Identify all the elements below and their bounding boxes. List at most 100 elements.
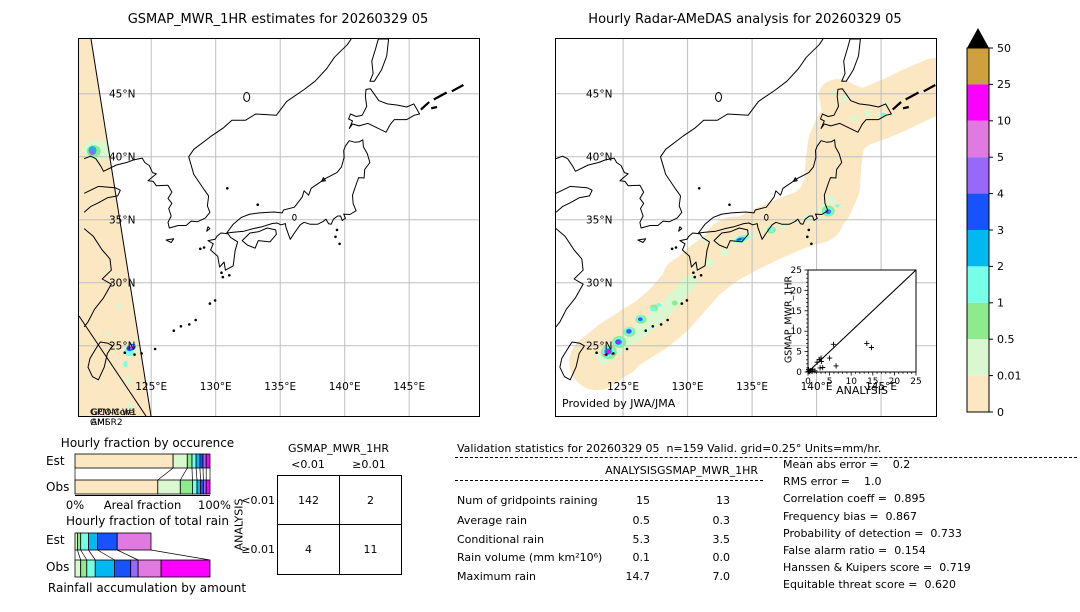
island-dot	[693, 275, 696, 279]
island-dot	[659, 323, 663, 326]
rain-cell	[116, 303, 122, 308]
inset-x-tick-label: 5	[827, 377, 833, 387]
stat-gsmap-value: 0.3	[712, 514, 731, 527]
coastline-taiwan	[87, 341, 113, 381]
bar-segment	[172, 453, 188, 469]
rain-cell	[606, 349, 611, 354]
coastline-tsushima	[206, 226, 211, 232]
scatter-point	[827, 355, 833, 361]
inset-y-tick-label: 25	[791, 266, 802, 276]
rain-cell	[704, 258, 715, 267]
bar-segment	[195, 453, 201, 469]
colorbar-segment	[967, 375, 989, 412]
connector-line	[77, 549, 82, 561]
coastline-shikoku	[713, 227, 749, 249]
scatter-point	[833, 363, 839, 369]
lat-tick-label: 35°N	[586, 214, 612, 226]
island-dot	[699, 274, 703, 277]
bar-segment	[179, 479, 193, 495]
island-dot	[685, 299, 689, 302]
bar-segment	[191, 479, 198, 495]
coastline-shikoku	[241, 227, 277, 249]
occurrence-chart: Hourly fraction by occurence Est Obs 0% …	[40, 434, 255, 512]
scatter-point	[864, 340, 870, 346]
connector-line	[157, 467, 174, 481]
stats-column-header: ANALYSIS	[605, 464, 657, 477]
island-dot	[595, 351, 598, 355]
island-dot	[335, 228, 339, 232]
island-dot	[228, 274, 231, 277]
validation-stats-title: Validation statistics for 20260329 05 n=…	[457, 442, 882, 455]
colorbar-tick-label: 50	[997, 42, 1011, 55]
score-item: Equitable threat score = 0.620	[783, 578, 956, 592]
inset-y-tick-label: 5	[796, 348, 802, 358]
coastline-sakhalin	[369, 39, 390, 82]
contingency-cell: 4	[305, 542, 312, 556]
coastline-honshu	[226, 139, 371, 240]
right-map: 45°N 40°N 35°N 30°N 25°N 125°E 130°E 135°E 140°E…	[555, 38, 937, 417]
overpass-label: GMI	[90, 418, 108, 428]
island-dot	[199, 247, 202, 251]
contingency-table: GSMAP_MWR_1HR <0.01 ≥0.01 ANALYSIS <0.01…	[233, 438, 408, 596]
connector-line	[80, 549, 88, 561]
coastline-chinasouth	[556, 228, 584, 328]
coastline-mainland	[84, 39, 352, 229]
total-rain-caption: Rainfall accumulation by amount	[47, 581, 247, 595]
lon-tick-label: 130°E	[200, 381, 232, 393]
island-dot	[692, 271, 695, 274]
rain-cell	[123, 361, 128, 368]
lake-biwa	[292, 213, 297, 221]
coastline-hokkaido	[820, 88, 892, 133]
lon-tick-label: 145°E	[865, 381, 897, 393]
island-dot	[644, 329, 647, 333]
island-dot	[670, 247, 674, 251]
bar-segment	[74, 559, 82, 578]
lon-tick-label: 145°E	[393, 381, 425, 393]
lat-tick-label: 35°N	[109, 214, 135, 226]
island-dot	[208, 302, 212, 305]
rain-cell	[720, 248, 730, 257]
lon-tick-label: 125°E	[607, 381, 639, 393]
right-map-title: Hourly Radar-AMeDAS analysis for 2026032…	[588, 12, 902, 27]
bar-segment	[191, 453, 197, 469]
stat-analysis-value: 0.1	[632, 551, 651, 564]
inset-x-tick-label: 15	[867, 377, 878, 387]
contingency-col-label: ≥0.01	[352, 458, 386, 471]
obs-row-label: Obs	[46, 560, 70, 574]
contingency-col-label: <0.01	[291, 458, 325, 471]
rain-cell	[862, 109, 871, 116]
rain-cell	[736, 238, 742, 241]
bar-segment	[205, 479, 211, 495]
stat-analysis-value: 5.3	[632, 533, 651, 546]
island-dot	[806, 235, 809, 239]
bar-segment	[80, 559, 88, 578]
colorbar-tick-label: 25	[997, 78, 1011, 91]
bar-segment	[200, 479, 204, 495]
coastline-chinasouth	[83, 228, 112, 328]
overpass-label: AMSR2	[91, 418, 123, 428]
colorbar-segment	[967, 230, 989, 267]
island-dot	[153, 347, 157, 351]
swath-edge	[79, 315, 147, 416]
island-dot	[807, 228, 811, 232]
stat-row-label: Average rain	[457, 514, 527, 527]
left-map-canvas: 45°N 40°N 35°N 30°N 25°N 125°E 130°E 135°E 140°E…	[79, 39, 479, 416]
colorbar-tick-label: 0.5	[997, 333, 1015, 346]
lat-tick-label: 40°N	[586, 151, 612, 163]
rain-cell	[701, 237, 708, 243]
connector-line	[117, 549, 139, 561]
bar-segment	[205, 453, 211, 469]
bar-segment	[97, 532, 118, 551]
score-item: False alarm ratio = 0.154	[783, 544, 926, 557]
rain-cell	[627, 330, 631, 333]
island-dot	[202, 246, 206, 249]
inset-x-tick-label: 25	[910, 377, 921, 387]
stat-gsmap-value: 7.0	[712, 570, 731, 583]
score-item: Probability of detection = 0.733	[783, 526, 962, 540]
lake-khanka	[715, 92, 722, 102]
rain-cell	[89, 149, 95, 155]
colorbar: 50 25 10 5 4 3 2 1 0.5 0.01 0	[966, 26, 1036, 430]
bar-segment	[77, 532, 82, 551]
overpass-labels: GPM-Core GCOM-W1 GMI AMSR2	[90, 408, 170, 428]
island-dot	[728, 203, 731, 206]
